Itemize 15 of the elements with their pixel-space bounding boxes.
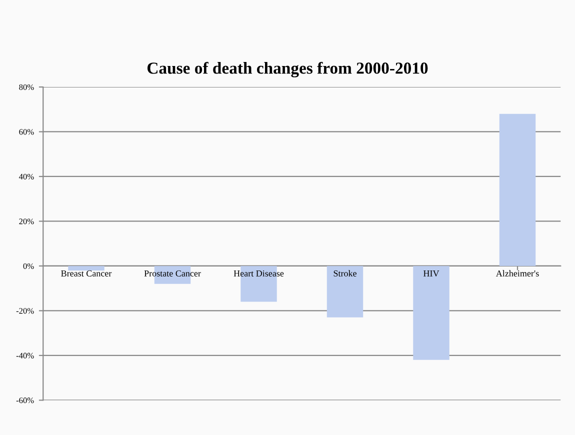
x-tick-label: Breast Cancer <box>61 270 112 276</box>
x-tick-label: Heart Disease <box>234 270 284 276</box>
x-tick-label: Alzheimer's <box>496 270 539 276</box>
y-tick-label: 0% <box>23 263 34 269</box>
y-tick-label: 80% <box>19 84 34 90</box>
x-tick-label: Prostate Cancer <box>144 270 201 276</box>
y-tick-label: 40% <box>18 174 34 180</box>
y-tick-label: 60% <box>19 129 34 135</box>
x-tick-label: Stroke <box>334 270 356 276</box>
y-tick-label: -20% <box>16 308 34 314</box>
chart-title: Cause of death changes from 2000-2010 <box>148 62 428 78</box>
y-tick-label: 20% <box>19 218 34 224</box>
y-tick-label: -40% <box>16 352 34 358</box>
y-tick-label: -60% <box>16 398 34 404</box>
x-tick-label: HIV <box>423 270 440 277</box>
